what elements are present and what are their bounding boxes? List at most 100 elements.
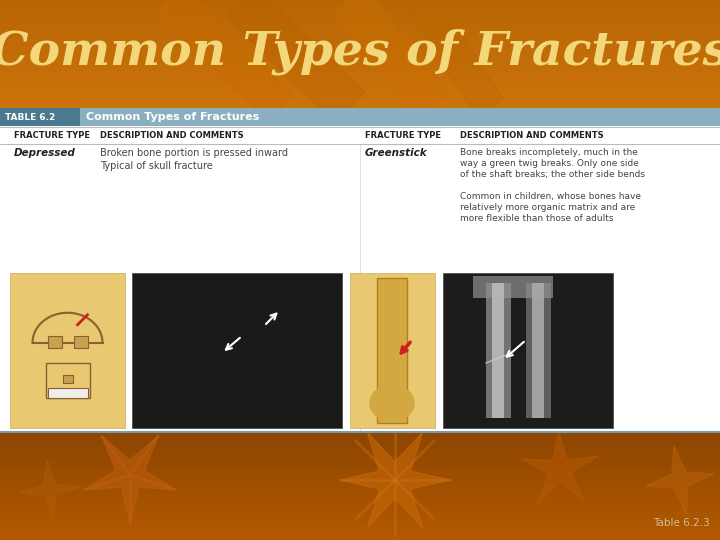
Bar	[0, 468, 720, 469]
Bar	[0, 19, 720, 20]
Bar	[0, 98, 720, 99]
Bar	[0, 529, 720, 530]
Bar	[0, 52, 720, 53]
Bar	[0, 454, 720, 455]
Bar	[0, 503, 720, 504]
Bar	[0, 528, 720, 529]
Bar	[0, 515, 720, 516]
Polygon shape	[158, 0, 292, 121]
Bar	[0, 466, 720, 467]
Bar	[0, 460, 720, 461]
Bar	[0, 12, 720, 13]
Bar	[0, 97, 720, 98]
Bar	[0, 107, 720, 108]
Bar	[0, 67, 720, 68]
Bar	[0, 514, 720, 515]
Bar	[0, 76, 720, 77]
Polygon shape	[370, 403, 414, 421]
Bar	[532, 283, 544, 418]
Bar	[0, 442, 720, 443]
Bar	[0, 86, 720, 87]
Polygon shape	[20, 460, 80, 520]
Bar	[0, 9, 720, 10]
Bar	[0, 48, 720, 49]
Bar	[0, 538, 720, 539]
Text: way a green twig breaks. Only one side: way a green twig breaks. Only one side	[460, 159, 639, 168]
Bar	[0, 5, 720, 6]
Bar	[0, 464, 720, 465]
Bar	[0, 39, 720, 40]
Bar	[0, 108, 720, 126]
Bar	[0, 451, 720, 452]
Bar	[0, 493, 720, 494]
Text: Typical of skull fracture: Typical of skull fracture	[100, 161, 212, 171]
Bar	[0, 530, 720, 531]
Polygon shape	[646, 446, 714, 515]
Bar	[0, 505, 720, 506]
Bar	[0, 32, 720, 33]
Bar	[0, 478, 720, 479]
Bar	[0, 523, 720, 524]
Text: Broken bone portion is pressed inward: Broken bone portion is pressed inward	[100, 148, 288, 158]
Bar	[492, 283, 504, 418]
Bar	[0, 73, 720, 74]
Bar	[0, 7, 720, 8]
Text: TABLE 6.2: TABLE 6.2	[5, 112, 55, 122]
Bar	[0, 496, 720, 497]
Bar	[0, 484, 720, 485]
Bar	[0, 458, 720, 459]
Polygon shape	[370, 385, 414, 403]
Text: Common Types of Fractures: Common Types of Fractures	[86, 112, 259, 122]
Text: more flexible than those of adults: more flexible than those of adults	[460, 214, 613, 223]
Bar	[0, 108, 80, 126]
Bar	[0, 536, 720, 537]
Bar	[0, 58, 720, 59]
Bar	[0, 490, 720, 491]
Bar	[0, 88, 720, 89]
Text: of the shaft breaks; the other side bends: of the shaft breaks; the other side bend…	[460, 170, 645, 179]
Bar	[0, 29, 720, 30]
Bar	[0, 533, 720, 534]
Bar	[0, 516, 720, 517]
Bar	[0, 472, 720, 473]
Bar	[48, 336, 61, 348]
Text: Table 6.2.3: Table 6.2.3	[653, 518, 710, 528]
Bar	[45, 363, 89, 398]
Bar	[0, 45, 720, 46]
Bar	[0, 447, 720, 448]
Bar	[0, 471, 720, 472]
Bar	[0, 488, 720, 489]
Bar	[0, 75, 720, 76]
Bar	[0, 539, 720, 540]
Bar	[350, 273, 435, 428]
Bar	[473, 276, 553, 298]
Bar	[0, 96, 720, 97]
Bar	[0, 37, 720, 38]
Bar	[0, 82, 720, 83]
Bar	[0, 535, 720, 536]
Bar	[0, 43, 720, 44]
Bar	[0, 531, 720, 532]
Bar	[0, 532, 720, 533]
Bar	[0, 90, 720, 91]
Bar	[0, 522, 720, 523]
Bar	[0, 41, 720, 42]
Polygon shape	[340, 433, 450, 528]
Bar	[486, 283, 511, 418]
Bar	[0, 456, 720, 457]
Bar	[0, 441, 720, 442]
Bar	[0, 457, 720, 458]
Bar	[0, 470, 720, 471]
Bar	[0, 508, 720, 509]
Bar	[0, 65, 720, 66]
Bar	[0, 1, 720, 2]
Bar	[0, 507, 720, 508]
Bar	[0, 27, 720, 28]
Bar	[377, 278, 407, 423]
Text: FRACTURE TYPE: FRACTURE TYPE	[14, 131, 90, 140]
Text: DESCRIPTION AND COMMENTS: DESCRIPTION AND COMMENTS	[460, 131, 603, 140]
Bar	[0, 452, 720, 453]
Bar	[0, 34, 720, 35]
Bar	[0, 489, 720, 490]
Bar	[0, 22, 720, 23]
